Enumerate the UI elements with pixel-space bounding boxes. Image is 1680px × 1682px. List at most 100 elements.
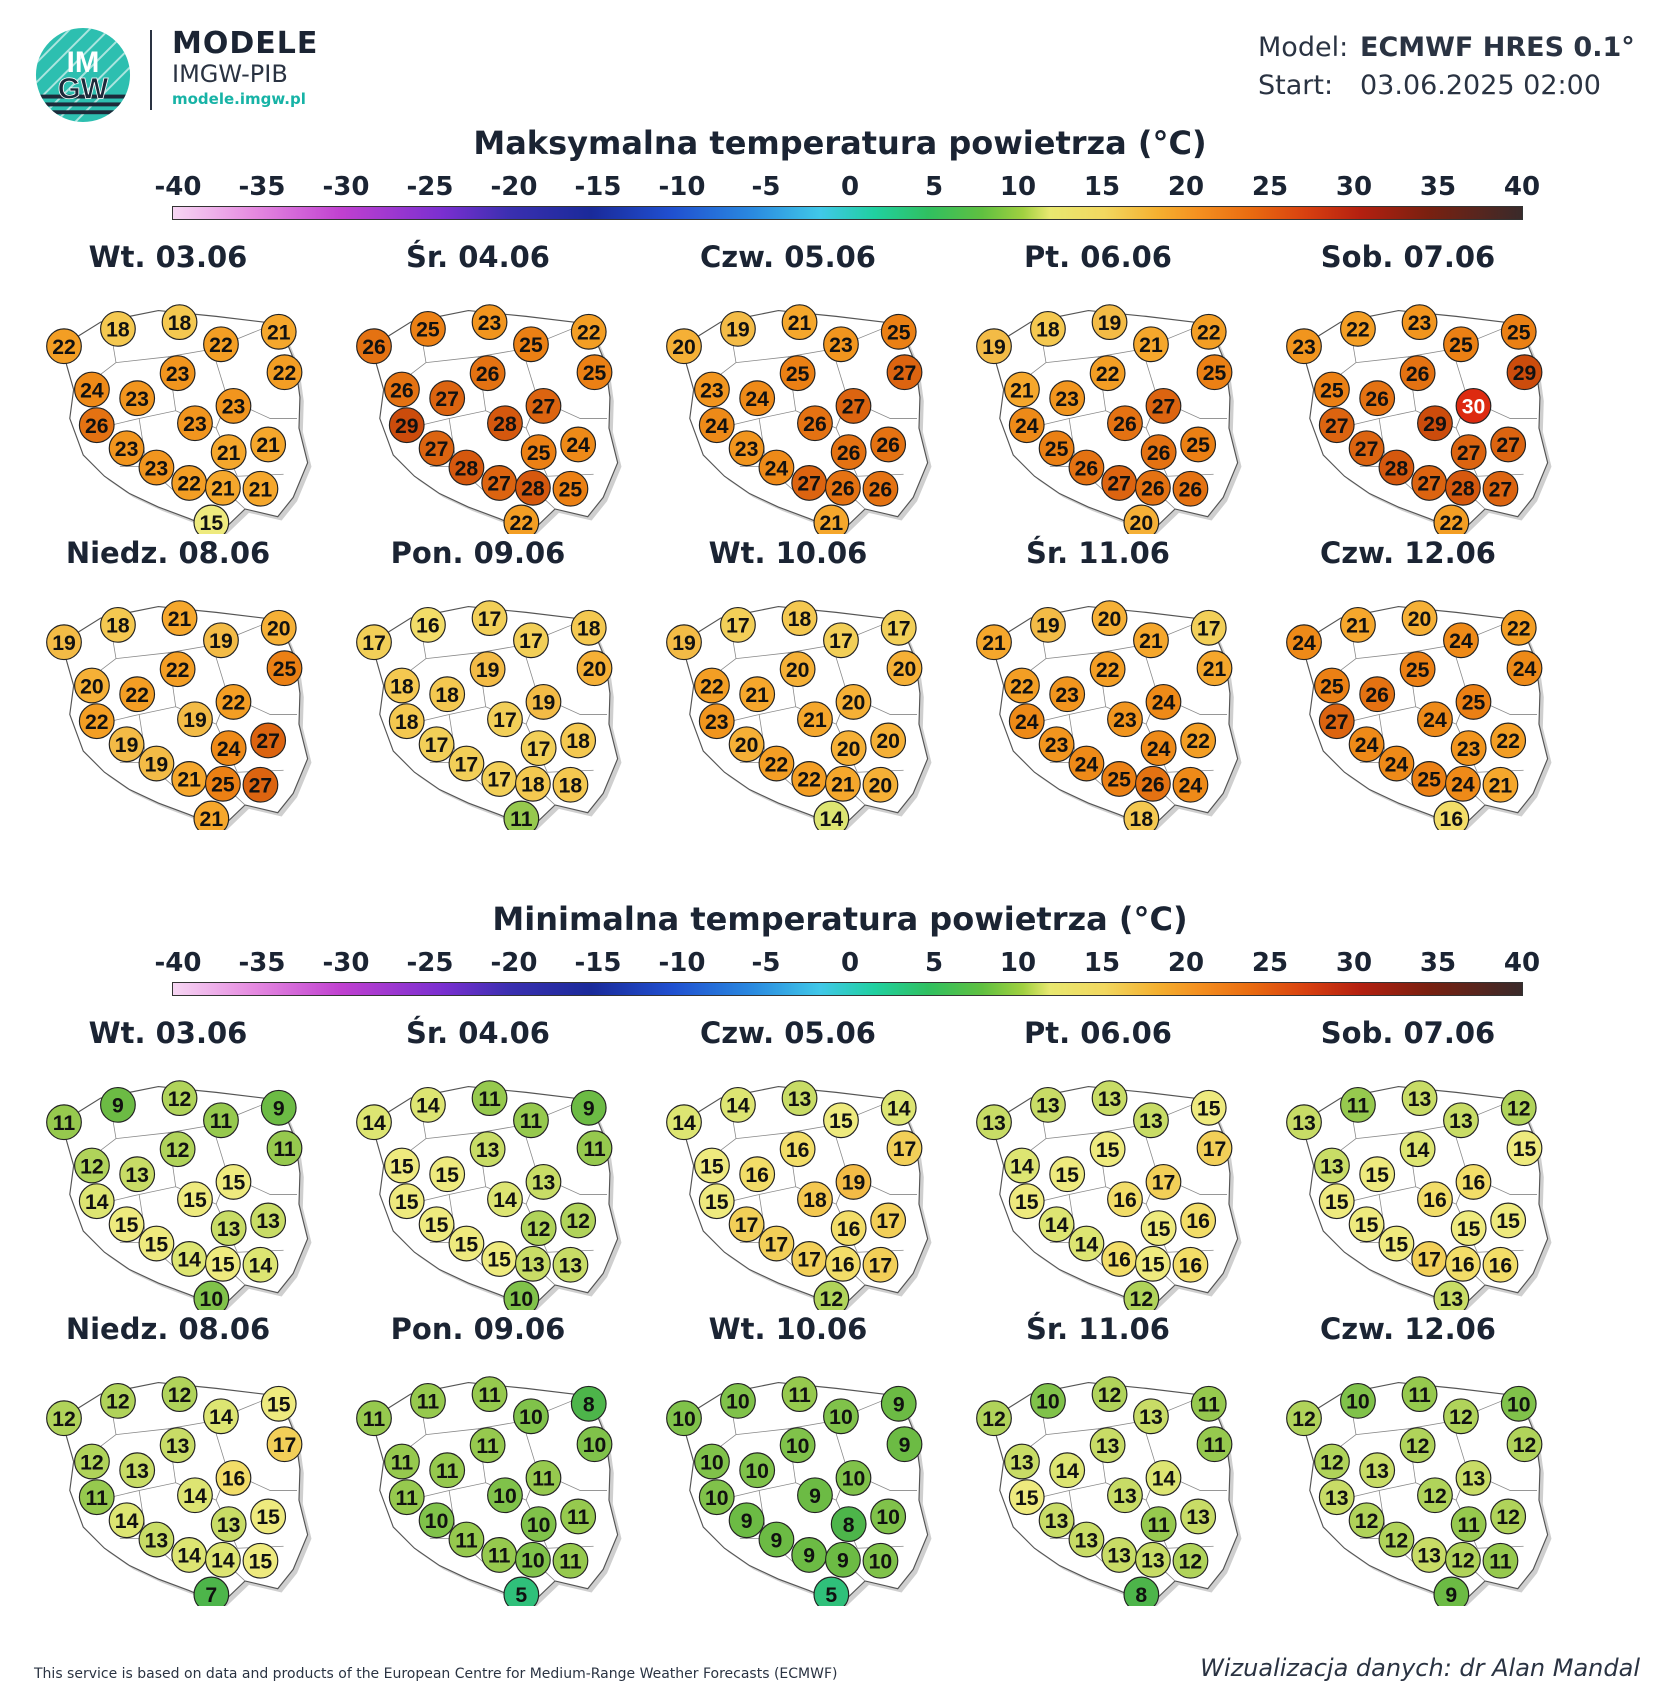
marker-value: 24 [1423,709,1447,732]
model-value: ECMWF HRES 0.1° [1360,32,1635,63]
marker-circle [520,730,557,767]
station-temperature-marker: 24 [1348,726,1385,763]
marker-circle [1068,745,1105,782]
marker-value: 23 [1113,709,1137,732]
marker-value: 13 [982,1112,1006,1135]
marker-value: 19 [115,734,139,757]
marker-circle [1348,1502,1385,1539]
station-temperature-marker: 17 [513,622,549,659]
marker-value: 22 [797,769,821,792]
marker-value: 12 [566,1210,590,1233]
marker-circle [469,651,506,688]
station-temperature-marker: 18 [514,765,551,802]
marker-circle [78,1183,115,1220]
day-title: Czw. 12.06 [1320,1312,1496,1346]
marker-circle [74,667,110,704]
marker-circle [1068,1225,1105,1262]
station-temperature-marker: 29 [1417,405,1453,442]
marker-value: 13 [788,1088,812,1111]
station-temperature-marker: 17 [886,1130,923,1167]
marker-value: 27 [1355,438,1379,461]
marker-circle [1286,1104,1322,1141]
marker-value: 20 [267,617,291,640]
station-temperature-marker: 15 [823,1102,859,1139]
marker-circle [1038,430,1075,467]
brand-url-link[interactable]: modele.imgw.pl [172,90,306,108]
station-temperature-marker: 17 [1196,1130,1233,1167]
marker-value: 13 [1010,1451,1034,1474]
marker-value: 22 [1096,363,1120,386]
marker-circle [1180,426,1217,463]
station-temperature-marker: 9 [570,1089,607,1126]
marker-value: 20 [672,336,696,359]
station-temperature-marker: 27 [1482,470,1519,507]
marker-circle [514,1245,551,1282]
marker-circle [266,650,303,687]
marker-circle [758,1225,795,1262]
marker-value: 24 [1385,753,1409,776]
station-temperature-marker: 26 [1399,355,1436,392]
marker-value: 26 [1365,388,1389,411]
day-title: Wt. 03.06 [88,1016,248,1050]
marker-circle [520,1506,557,1543]
station-temperature-marker: 27 [1348,430,1385,467]
scale-tick-label: -10 [658,948,706,978]
marker-circle [356,1104,392,1141]
marker-value: 24 [765,457,789,480]
station-temperature-marker: 13 [119,1452,156,1489]
marker-circle [1444,469,1481,506]
day-map-panel: Śr. 04.06 14 14 11 11 9 11 15 15 13 13 15 15 14 12 12 15… [328,1016,628,1310]
day-map-panel: Sob. 07.06 13 11 13 13 12 15 13 15 14 16 15 15 16 15 15… [1258,1016,1558,1310]
marker-circle [1134,765,1171,802]
station-temperature-marker: 20 [1401,600,1438,637]
marker-circle [108,430,145,467]
station-temperature-marker: 13 [138,1521,175,1558]
marker-circle [193,1576,230,1606]
station-temperature-marker: 15 [694,1147,730,1184]
station-temperature-marker: 11 [560,1498,597,1535]
marker-circle [384,1147,420,1184]
marker-circle [870,1202,907,1239]
station-temperature-marker: 15 [1049,1156,1086,1193]
marker-value: 11 [1203,1434,1226,1457]
marker-circle [823,622,859,659]
station-temperature-marker: 9 [791,1537,828,1573]
marker-circle [1107,1477,1143,1514]
marker-circle [193,1280,230,1310]
marker-circle [1455,1164,1492,1200]
marker-circle [1399,651,1436,688]
marker-value: 27 [1489,478,1513,501]
marker-value: 19 [209,630,233,653]
marker-value: 16 [837,1218,861,1241]
scale-tick-label: -10 [658,172,706,202]
marker-value: 14 [1075,1233,1099,1256]
marker-circle [862,766,899,803]
marker-circle [1500,1385,1537,1422]
scale-tick-label: -20 [490,172,538,202]
station-temperature-marker: 19 [108,726,145,763]
marker-circle [1190,1385,1227,1422]
marker-value: 19 [532,692,556,715]
station-temperature-marker: 15 [1318,1183,1355,1220]
marker-value: 11 [1408,1384,1431,1407]
marker-circle [886,650,923,687]
station-temperature-marker: 29 [1506,354,1543,391]
marker-circle [1107,701,1143,738]
marker-value: 21 [1139,630,1163,653]
marker-value: 21 [177,769,201,792]
marker-circle [177,1477,213,1514]
station-temperature-marker: 13 [1107,1477,1143,1514]
station-temperature-marker: 12 [1172,1542,1209,1579]
station-temperature-marker: 17 [720,606,756,643]
day-map-panel: Śr. 11.06 21 19 20 21 17 21 22 23 22 24 24 23 23 24 22 2… [948,536,1248,830]
marker-value: 11 [1347,1095,1370,1118]
station-temperature-marker: 10 [418,1502,455,1539]
station-temperature-marker: 13 [552,1246,589,1283]
marker-value: 25 [527,442,551,465]
station-temperature-marker: 16 [1455,1164,1492,1200]
marker-circle [870,426,907,463]
marker-circle [976,624,1012,661]
station-temperature-marker: 12 [74,1443,110,1480]
marker-value: 15 [256,1506,280,1529]
